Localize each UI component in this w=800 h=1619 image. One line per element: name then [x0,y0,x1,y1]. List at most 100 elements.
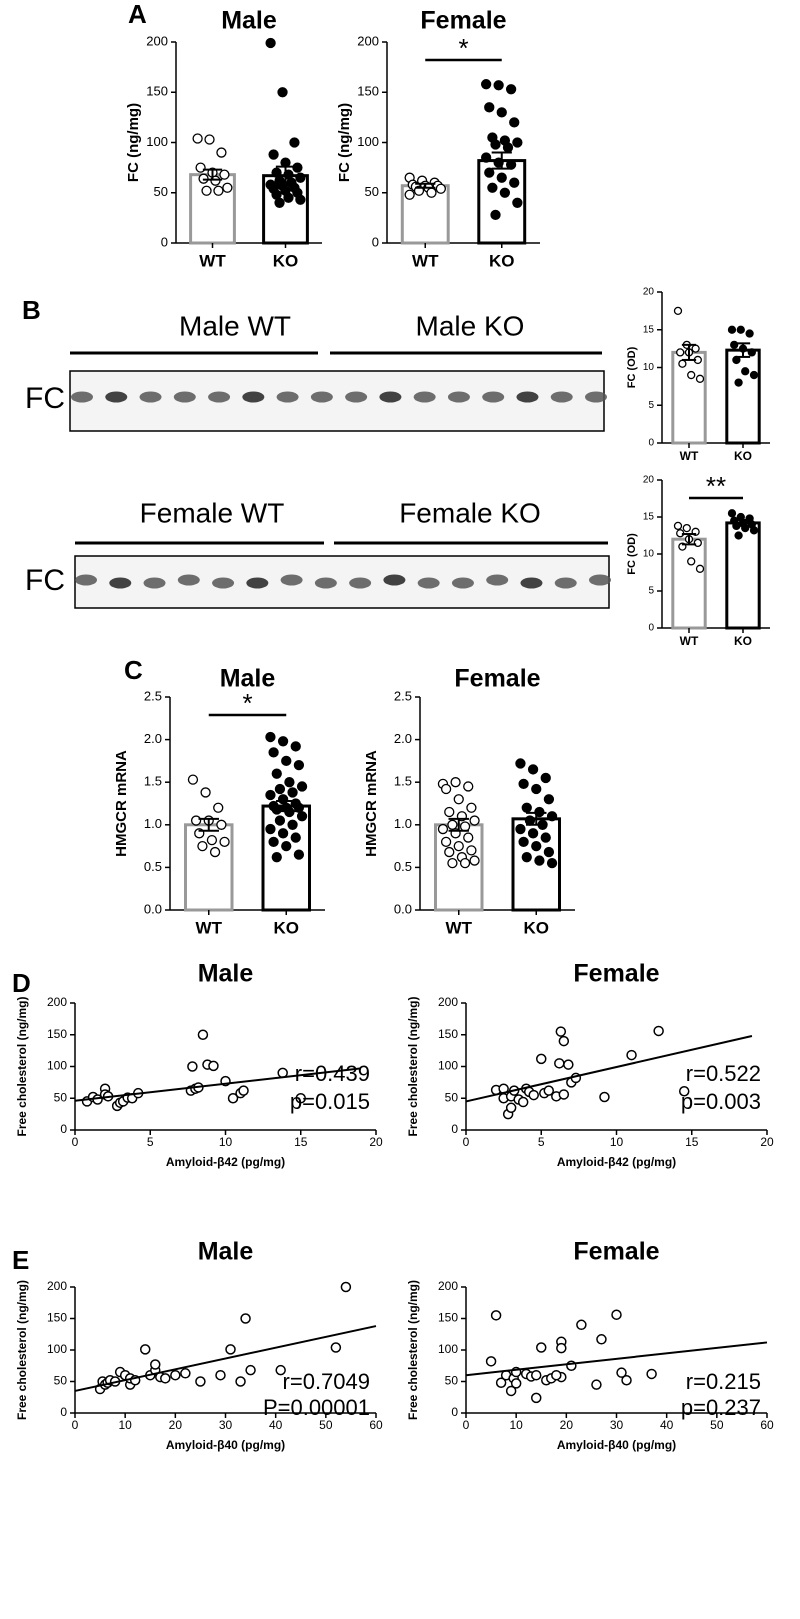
data-point [277,828,289,839]
fit-line [74,1325,377,1392]
data-point [201,185,212,196]
data-point [530,1369,542,1381]
data-point [495,1377,507,1389]
x-tick-label: WT [412,251,439,270]
data-point [219,169,230,180]
data-point [453,840,464,852]
y-tick-label: 50 [54,1374,68,1388]
y-axis-label: FC (OD) [626,533,638,575]
blot-band [349,577,372,589]
data-point [556,1342,567,1354]
data-point [480,79,492,90]
data-point [466,802,477,813]
data-point [150,1359,161,1370]
data-point [240,1313,251,1324]
data-point [195,162,206,173]
data-point [496,172,507,183]
y-tick-label: 200 [47,995,67,1009]
data-point [180,1368,191,1379]
annotation: r=0.522 [686,1061,761,1086]
blot-band [177,574,200,586]
data-point [745,329,754,338]
data-point [591,1379,602,1390]
annotation: r=0.439 [295,1061,370,1086]
data-point [695,374,705,383]
y-tick-label: 200 [438,995,458,1009]
chart-title: Male [198,1238,254,1266]
significance-label: ** [706,471,726,501]
data-point [558,1089,570,1100]
blot-band [314,577,337,589]
x-tick-label: 5 [147,1135,154,1149]
data-point [530,1392,542,1404]
blot-band [589,574,611,586]
blot-band [276,391,299,403]
data-point [469,855,480,866]
data-point [540,772,551,784]
data-point [197,1029,209,1040]
data-point [687,557,696,566]
bar [671,350,707,445]
y-tick-label: 20 [643,475,655,486]
y-tick-label: 10 [643,362,655,373]
data-point [187,1061,198,1072]
y-tick-label: 50 [445,1090,459,1104]
data-point [287,787,298,798]
x-tick-label: 10 [219,1135,233,1149]
blot-band [520,577,543,589]
blot-band [550,391,573,403]
annotation: p=0.015 [290,1089,370,1114]
data-point [555,1026,567,1037]
blot-band [554,577,577,589]
blot-band [516,391,539,403]
data-point [274,197,285,208]
data-point [536,1342,547,1353]
data-point [265,37,276,49]
data-point [551,1369,562,1381]
data-point [213,185,224,196]
y-tick-label: 5 [648,400,654,411]
data-point [747,348,756,357]
y-tick-label: 0 [60,1122,67,1136]
x-tick-label: WT [446,918,473,937]
data-point [678,359,687,368]
data-point [505,1102,517,1114]
data-point [213,802,224,813]
data-point [139,1344,151,1355]
data-point [271,852,282,863]
x-tick-label: WT [196,918,223,937]
annotation: r=0.7049 [283,1369,370,1394]
data-point [524,815,536,826]
data-point [741,367,750,376]
annotation: r=0.215 [686,1369,761,1394]
data-point [543,1085,555,1096]
data-point [554,1058,565,1069]
x-tick-label: 0 [463,1418,470,1432]
data-point [734,531,743,540]
data-point [527,764,539,775]
data-point [463,832,474,843]
data-point [295,172,306,183]
x-tick-label: 10 [118,1418,132,1432]
blot-row-label: FC [25,382,65,415]
x-tick-label: 5 [538,1135,545,1149]
y-axis-label: Free cholesterol (ng/mg) [406,996,420,1136]
data-point [404,189,415,200]
y-axis-label: Free cholesterol (ng/mg) [15,1280,29,1420]
data-point [225,1344,236,1355]
x-tick-label: 60 [760,1418,774,1432]
data-point [340,1281,352,1293]
data-point [599,1091,610,1103]
data-point [195,1376,206,1387]
data-point [450,777,461,788]
data-point [512,137,523,148]
data-point [527,828,539,839]
chart-title: Female [573,960,659,988]
data-point [528,1089,539,1101]
data-point [192,133,203,144]
x-tick-label: 50 [710,1418,724,1432]
data-point [695,564,705,573]
x-tick-label: 40 [660,1418,674,1432]
y-tick-label: 150 [47,1311,67,1325]
